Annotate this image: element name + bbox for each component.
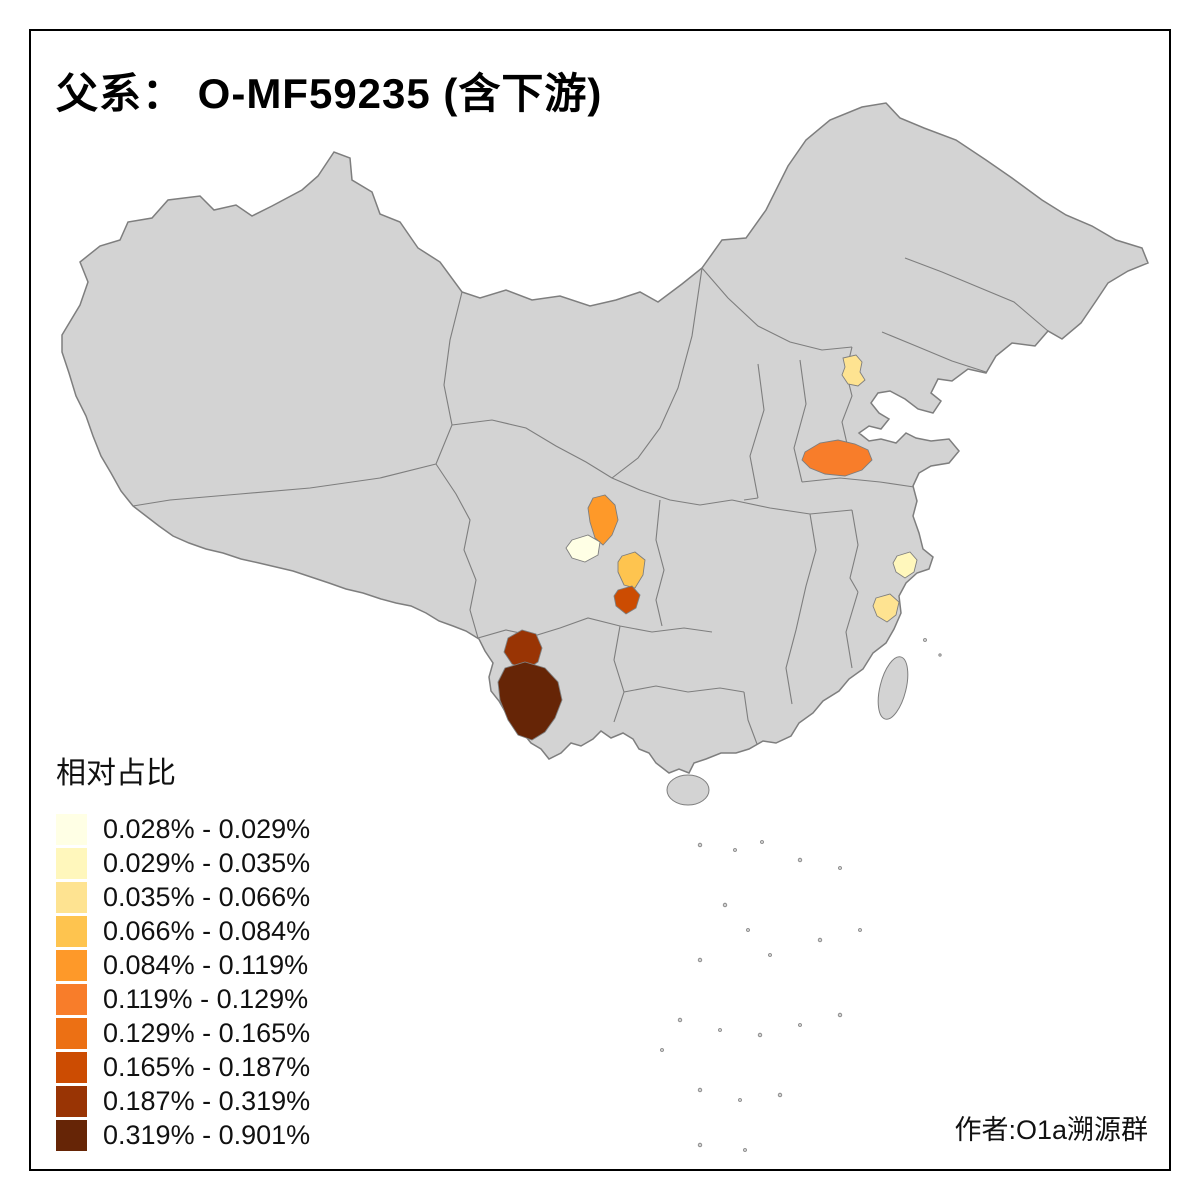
legend-label: 0.029% - 0.035% [103, 847, 311, 878]
legend-row: 0.029% - 0.035% [56, 846, 310, 880]
figure-frame [29, 29, 1171, 1171]
legend-label: 0.066% - 0.084% [103, 915, 311, 946]
legend-row: 0.119% - 0.129% [56, 982, 310, 1016]
region-aba [565, 534, 601, 563]
legend-row: 0.066% - 0.084% [56, 914, 310, 948]
region-shandong-west [801, 439, 873, 477]
legend-label: 0.319% - 0.901% [103, 1119, 311, 1150]
legend-label: 0.028% - 0.029% [103, 813, 311, 844]
legend-label: 0.084% - 0.119% [103, 949, 309, 980]
color-swatch [56, 915, 87, 947]
hainan-island [666, 774, 710, 806]
legend-label: 0.165% - 0.187% [103, 1051, 311, 1082]
legend-row: 0.028% - 0.029% [56, 812, 310, 846]
china-mainland [61, 102, 1149, 774]
color-swatch [56, 983, 87, 1015]
islands [660, 638, 942, 1152]
region-yunnan-north [503, 629, 543, 671]
legend-row: 0.165% - 0.187% [56, 1050, 310, 1084]
map-layer [61, 102, 1149, 1152]
region-tianjin-area [841, 354, 866, 387]
legend-label: 0.119% - 0.129% [103, 983, 309, 1014]
color-swatch [56, 847, 87, 879]
south-china-sea-islands [660, 638, 942, 1152]
color-swatch [56, 1119, 87, 1151]
legend-row: 0.187% - 0.319% [56, 1084, 310, 1118]
map-title: 父系： O-MF59235 (含下游) [56, 70, 603, 117]
legend-title: 相对占比 [56, 757, 176, 790]
region-gansu-south [587, 494, 619, 546]
legend-row: 0.129% - 0.165% [56, 1016, 310, 1050]
color-swatch [56, 1051, 87, 1083]
legend-row: 0.084% - 0.119% [56, 948, 310, 982]
legend-label: 0.129% - 0.165% [103, 1017, 311, 1048]
region-yunnan-west [497, 661, 563, 741]
legend-row: 0.035% - 0.066% [56, 880, 310, 914]
color-swatch [56, 949, 87, 981]
color-swatch [56, 881, 87, 913]
province-borders [132, 257, 1049, 745]
color-swatch [56, 1085, 87, 1117]
color-swatch [56, 813, 87, 845]
color-swatch [56, 1017, 87, 1049]
highlighted-regions [497, 354, 918, 741]
legend-label: 0.187% - 0.319% [103, 1085, 311, 1116]
legend-row: 0.319% - 0.901% [56, 1118, 310, 1152]
taiwan-island [877, 656, 909, 720]
region-south-sichuan [613, 585, 641, 615]
region-zhejiang [872, 593, 900, 623]
region-shanghai-area [892, 551, 918, 579]
legend-label: 0.035% - 0.066% [103, 881, 311, 912]
region-chengdu-area [617, 551, 646, 589]
credit: 作者:O1a溯源群 [954, 1115, 1148, 1145]
legend: 相对占比 0.028% - 0.029% 0.029% - 0.035% 0.0… [56, 748, 310, 1152]
